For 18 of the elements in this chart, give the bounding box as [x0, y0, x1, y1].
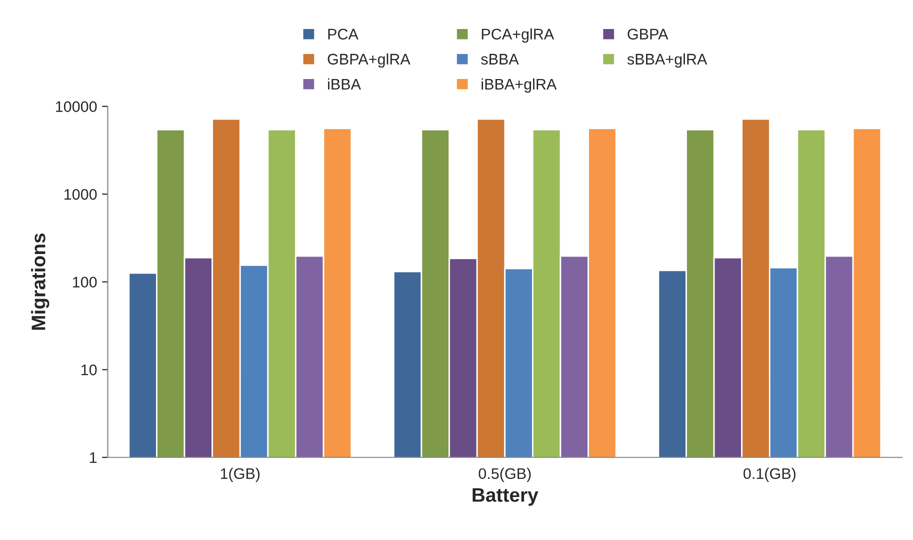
legend-label: PCA — [328, 28, 358, 40]
legend-label: iBBA+glRA — [482, 78, 557, 93]
legend-label: PCA+glRA — [482, 28, 554, 43]
x-tick-label: 0.1(GB) — [744, 468, 796, 482]
legend-label: GBPA+glRA — [328, 53, 410, 68]
x-tick-label: 1(GB) — [220, 468, 260, 482]
legend-label: sBBA — [481, 54, 519, 65]
x-tick-label: 0.5(GB) — [478, 468, 531, 482]
legend-label: GBPA — [628, 28, 668, 40]
legend-label: sBBA+glRA — [627, 53, 708, 68]
y-tick-label: 10 — [81, 364, 97, 376]
y-tick-label: 1 — [90, 452, 97, 463]
y-tick-label: 100 — [72, 276, 97, 288]
y-tick-label: 10000 — [56, 101, 97, 112]
y-axis-title: Migrations — [31, 234, 50, 330]
x-axis-title: Battery — [472, 488, 538, 506]
y-tick-label: 1000 — [64, 189, 97, 200]
legend-label: iBBA — [328, 78, 361, 90]
